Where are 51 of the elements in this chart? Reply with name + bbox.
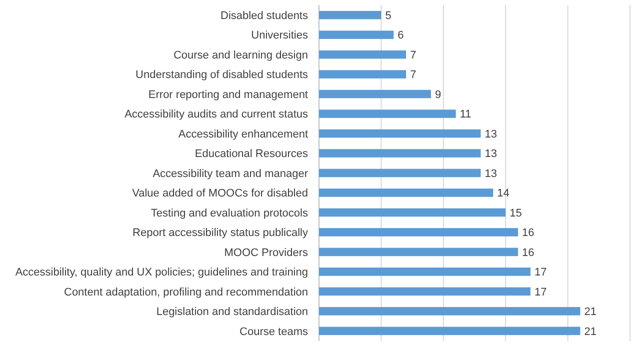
y-tick-label: Educational Resources <box>194 148 308 160</box>
y-tick-label: MOOC Providers <box>224 246 308 259</box>
y-tick-label: Disabled students <box>220 10 308 22</box>
bar <box>319 50 406 59</box>
bar <box>319 110 456 118</box>
y-tick-label: Course and learning design <box>173 49 308 62</box>
y-tick-label: Accessibility audits and current status <box>124 108 308 121</box>
y-tick-label: Universities <box>251 30 308 42</box>
bar <box>319 307 580 316</box>
data-label: 6 <box>398 30 404 42</box>
data-label: 14 <box>497 188 510 200</box>
bar <box>319 90 431 98</box>
y-tick-label: Report accessibility status publically <box>132 227 308 240</box>
y-tick-label: Accessibility team and manager <box>152 168 308 180</box>
data-label: 11 <box>460 108 472 121</box>
data-label: 21 <box>584 306 596 318</box>
y-tick-label: Understanding of disabled students <box>136 69 308 82</box>
data-label: 13 <box>484 168 497 180</box>
data-label: 21 <box>584 326 596 338</box>
y-tick-label: Testing and evaluation protocols <box>150 207 308 220</box>
bar <box>319 268 530 276</box>
bar <box>319 10 382 20</box>
bar <box>319 30 394 39</box>
y-tick-label: Legislation and standardisation <box>156 306 308 318</box>
bar <box>319 248 518 256</box>
y-tick-label: Course teams <box>240 326 308 338</box>
data-label: 7 <box>410 49 416 62</box>
y-tick-label: Error reporting and management <box>148 88 308 101</box>
bar <box>319 208 506 217</box>
bar <box>319 228 518 236</box>
bar <box>319 188 494 197</box>
data-label: 17 <box>534 266 547 279</box>
y-tick-label: Value added of MOOCs for disabled <box>132 188 308 200</box>
bar <box>319 129 481 138</box>
data-label: 5 <box>385 10 392 22</box>
bar <box>319 326 580 336</box>
y-tick-label: Content adaptation, profiling and recommendation <box>64 286 308 298</box>
data-label: 17 <box>534 286 547 298</box>
data-label: 15 <box>510 207 522 220</box>
bar <box>319 70 406 78</box>
y-tick-label: Accessibility enhancement <box>178 128 308 140</box>
data-label: 16 <box>522 246 534 259</box>
y-tick-label: Accessibility, quality and UX policies; guidelines and training <box>15 266 308 279</box>
bar <box>319 149 481 158</box>
data-label: 7 <box>410 69 416 82</box>
data-label: 16 <box>522 227 534 240</box>
data-label: 9 <box>434 88 442 101</box>
bar <box>319 168 481 178</box>
data-label: 13 <box>484 128 497 140</box>
bar <box>319 287 530 296</box>
data-label: 13 <box>484 148 497 160</box>
